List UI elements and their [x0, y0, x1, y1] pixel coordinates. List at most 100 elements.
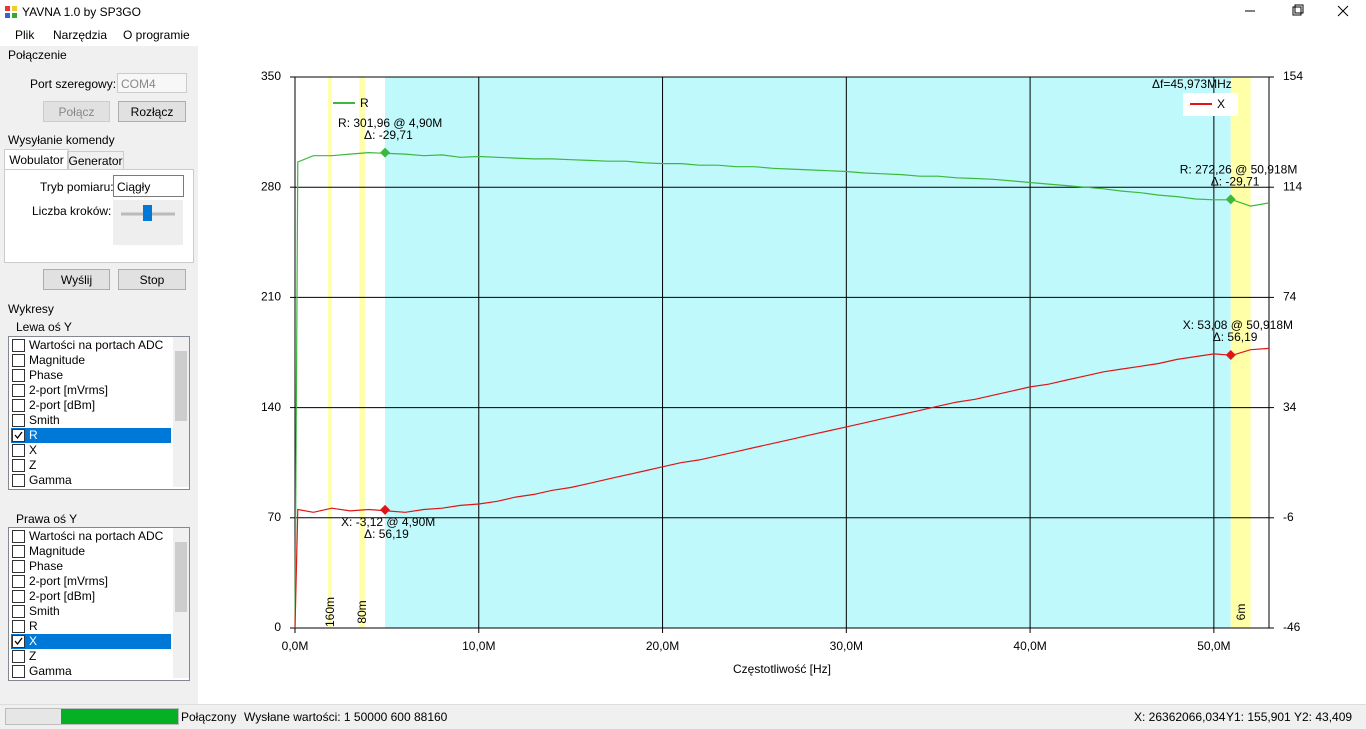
list-item[interactable]: Smith [11, 413, 171, 428]
side-panel: Połączenie Port szeregowy: COM4 Połącz R… [0, 46, 198, 702]
list-item[interactable]: 2-port [mVrms] [11, 574, 171, 589]
list-item[interactable]: Gamma [11, 473, 171, 488]
checkbox[interactable] [12, 384, 25, 397]
marker [380, 147, 391, 158]
list-item[interactable]: 2-port [dBm] [11, 398, 171, 413]
left-axis-list[interactable]: Wartości na portach ADC Magnitude Phase 2-p… [8, 336, 190, 490]
checkbox[interactable] [12, 444, 25, 457]
list-item[interactable]: Z [11, 458, 171, 473]
checkbox[interactable] [12, 575, 25, 588]
band-label: 160m [323, 597, 337, 627]
checkbox[interactable] [12, 620, 25, 633]
right-axis-list[interactable]: Wartości na portach ADC Magnitude Phase 2-p… [8, 527, 190, 681]
mode-select[interactable]: Ciągły [113, 175, 184, 197]
list-item[interactable]: 2-port [dBm] [11, 589, 171, 604]
list-item[interactable]: Smith [11, 604, 171, 619]
checkbox[interactable] [12, 530, 25, 543]
scroll-thumb[interactable] [175, 542, 187, 612]
x-tick-label: 30,0M [830, 639, 863, 653]
scroll-thumb[interactable] [175, 351, 187, 421]
tab[interactable]: Generator [67, 151, 124, 171]
list-item[interactable]: Gamma [11, 664, 171, 679]
group-title: Lewa oś Y [16, 320, 72, 334]
menu-item[interactable]: Plik [15, 28, 35, 42]
checkbox[interactable] [12, 635, 25, 648]
list-item[interactable]: Z [11, 649, 171, 664]
connect-button[interactable]: Połącz [43, 101, 110, 122]
port-select[interactable]: COM4 [117, 73, 187, 93]
list-item-label: Phase [29, 559, 64, 573]
list-item[interactable]: Magnitude [11, 353, 171, 368]
tab[interactable]: Wobulator [4, 149, 69, 171]
y2-tick-label: 34 [1283, 400, 1297, 414]
list-item[interactable]: Wartości na portach ADC [11, 338, 171, 353]
y-tick-label: 70 [268, 510, 282, 524]
title-bar: YAVNA 1.0 by SP3GO [0, 0, 1366, 24]
checkbox[interactable] [12, 429, 25, 442]
status-sent: Wysłane wartości: 1 50000 600 88160 [244, 710, 448, 724]
y-tick-label: 350 [261, 69, 281, 83]
series-line [294, 347, 1270, 629]
menu-item[interactable]: O programie [123, 28, 190, 42]
checkbox[interactable] [12, 650, 25, 663]
scrollbar[interactable] [173, 337, 189, 487]
status-x: X: 26362066,034 [1134, 710, 1226, 724]
marker [1225, 194, 1236, 205]
marker-delta: Δ: 56,19 [364, 527, 409, 541]
list-item-label: Smith [29, 413, 60, 427]
series-line [294, 151, 1270, 629]
x-tick-label: 0,0M [282, 639, 309, 653]
checkbox[interactable] [12, 590, 25, 603]
checkbox[interactable] [12, 545, 25, 558]
list-item-label: X [29, 443, 38, 457]
list-item[interactable]: X [11, 634, 171, 649]
list-item[interactable]: Magnitude [11, 544, 171, 559]
checkbox[interactable] [12, 459, 25, 472]
list-item-label: 2-port [mVrms] [29, 574, 108, 588]
list-item[interactable]: Phase [11, 368, 171, 383]
list-item[interactable]: Phase [11, 559, 171, 574]
checkbox[interactable] [12, 474, 25, 487]
checkbox[interactable] [12, 399, 25, 412]
x-tick-label: 10,0M [462, 639, 495, 653]
chart: Częstotliwość [Hz] 160m 80m 6m 0,0M 10,0M 20,… [198, 46, 1366, 704]
list-item-label: Z [29, 458, 37, 472]
list-item-label: Gamma [29, 473, 72, 487]
status-y2: Y2: 43,409 [1294, 710, 1353, 724]
app-icon [5, 6, 17, 18]
list-item[interactable]: X [11, 443, 171, 458]
checkbox[interactable] [12, 369, 25, 382]
send-button[interactable]: Wyślij [43, 269, 110, 290]
menu-item[interactable]: Narzędzia [53, 28, 108, 42]
list-item[interactable]: Wartości na portach ADC [11, 529, 171, 544]
list-item[interactable]: R [11, 619, 171, 634]
stop-button[interactable]: Stop [118, 269, 186, 290]
window-title: YAVNA 1.0 by SP3GO [22, 5, 141, 19]
mode-label: Tryb pomiaru: [40, 180, 114, 194]
marker [1225, 350, 1236, 361]
marker-label: R: 301,96 @ 4,90M [338, 116, 442, 130]
checkbox[interactable] [12, 560, 25, 573]
list-item-label: Magnitude [29, 544, 86, 558]
list-item-label: Magnitude [29, 353, 86, 367]
checkbox[interactable] [12, 414, 25, 427]
list-item-label: 2-port [dBm] [29, 589, 96, 603]
scrollbar[interactable] [173, 528, 189, 678]
checkbox[interactable] [12, 665, 25, 678]
list-item-label: 2-port [dBm] [29, 398, 96, 412]
band [328, 77, 332, 628]
y-tick-label: 140 [261, 400, 281, 414]
y2-tick-label: -46 [1283, 620, 1301, 634]
status-bar: Połączony Wysłane wartości: 1 50000 600 … [0, 704, 1366, 729]
steps-slider[interactable] [113, 200, 183, 245]
checkbox[interactable] [12, 605, 25, 618]
list-item[interactable]: R [11, 428, 171, 443]
checkbox[interactable] [12, 354, 25, 367]
list-item[interactable]: 2-port [mVrms] [11, 383, 171, 398]
band [385, 77, 1231, 628]
x-tick-label: 40,0M [1013, 639, 1046, 653]
window-controls[interactable] [1230, 0, 1366, 24]
checkbox[interactable] [12, 339, 25, 352]
disconnect-button[interactable]: Rozłącz [118, 101, 186, 122]
